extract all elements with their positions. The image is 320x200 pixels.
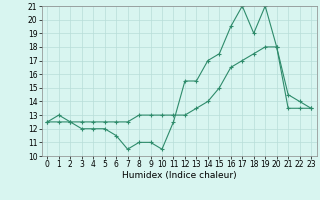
X-axis label: Humidex (Indice chaleur): Humidex (Indice chaleur)	[122, 171, 236, 180]
